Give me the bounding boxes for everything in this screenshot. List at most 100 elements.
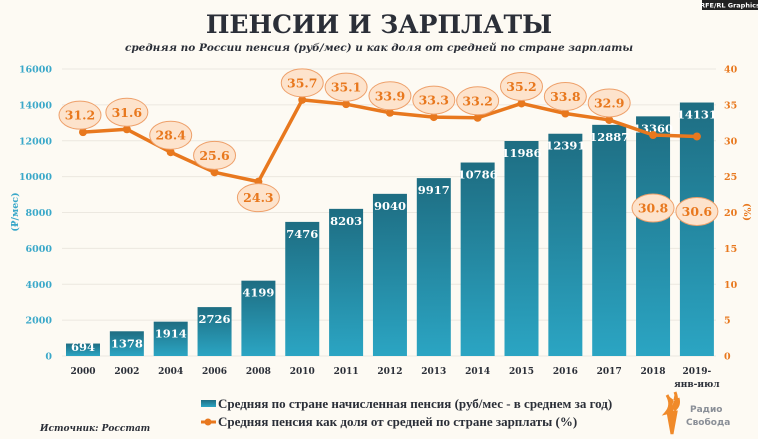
- point-label: 33.9: [375, 88, 405, 103]
- point-label: 35.1: [331, 80, 361, 95]
- bar: [548, 133, 583, 356]
- point-label: 30.6: [682, 204, 713, 219]
- point-label-bubble: [368, 81, 412, 111]
- rferl-badge: RFE/RL Graphics: [700, 2, 758, 10]
- x-tick-label: 2016: [553, 367, 578, 377]
- bar: [504, 141, 539, 356]
- point-label: 30.8: [638, 201, 669, 216]
- x-tick-label: 2002: [114, 367, 139, 377]
- bar: [460, 162, 495, 356]
- bar-label: 9917: [418, 183, 450, 197]
- right-tick-label: 25: [724, 172, 737, 183]
- point-label-bubble: [58, 100, 102, 130]
- left-tick-label: 6000: [26, 244, 53, 255]
- bar-label: 4199: [242, 286, 274, 300]
- bar-label: 2726: [199, 312, 231, 326]
- bar-label: 9040: [374, 199, 406, 213]
- left-tick-label: 16000: [19, 65, 52, 76]
- point-label: 33.3: [419, 93, 449, 108]
- right-tick-label: 35: [724, 100, 737, 111]
- bar-label: 11986: [501, 146, 541, 160]
- left-tick-label: 0: [45, 352, 52, 363]
- right-tick-label: 5: [724, 316, 731, 327]
- point-label-bubble: [500, 71, 543, 101]
- line-point: [649, 131, 658, 140]
- chart-subtitle: средняя по России пенсия (руб/мес) и как…: [125, 41, 633, 54]
- right-tick-label: 0: [724, 352, 731, 363]
- point-label: 35.2: [506, 79, 536, 94]
- left-tick-label: 2000: [26, 316, 53, 327]
- x-tick-label: 2019-: [683, 367, 712, 377]
- bar: [592, 124, 627, 356]
- legend-line-marker: [204, 418, 212, 426]
- right-tick-label: 10: [724, 280, 738, 291]
- point-label: 25.6: [199, 148, 230, 163]
- line-point: [517, 99, 526, 108]
- bar: [109, 331, 144, 356]
- point-label: 35.7: [287, 75, 317, 90]
- point-label: 28.4: [155, 128, 186, 143]
- line-point: [692, 132, 701, 141]
- point-label-bubble: [324, 72, 368, 102]
- right-tick-label: 20: [724, 208, 738, 219]
- x-tick-label: 2010: [290, 367, 315, 377]
- left-tick-label: 8000: [26, 208, 53, 219]
- bar: [329, 208, 364, 356]
- line-point: [210, 168, 219, 177]
- x-tick-label: 2011: [334, 367, 359, 377]
- line-point: [166, 148, 175, 157]
- left-axis-label: (₽/мес): [10, 192, 21, 231]
- right-axis-label: (%): [741, 203, 752, 221]
- bar-label: 8203: [330, 214, 362, 228]
- legend-line-label: Средняя пенсия как доля от средней по ст…: [218, 414, 577, 429]
- legend-bar-label: Средняя по стране начисленная пенсия (ру…: [218, 396, 612, 411]
- point-label: 31.6: [112, 105, 143, 120]
- legend-bar-swatch: [201, 400, 216, 407]
- point-label-bubble: [456, 86, 500, 116]
- point-label-bubble: [412, 85, 456, 115]
- x-tick-label: 2015: [509, 367, 534, 377]
- svg-text:Свобода: Свобода: [686, 417, 730, 428]
- point-label-bubble: [149, 120, 193, 150]
- bar: [197, 307, 232, 356]
- bar: [679, 102, 714, 357]
- radio-svoboda-logo: Радио Свобода: [661, 391, 730, 435]
- line-point: [122, 125, 131, 134]
- line-point: [298, 95, 307, 104]
- bar: [416, 178, 451, 356]
- bar-label: 12391: [545, 139, 585, 153]
- point-label-bubble: [543, 81, 587, 111]
- x-tick-label: 2012: [377, 367, 402, 377]
- left-tick-label: 4000: [26, 280, 53, 291]
- left-tick-label: 12000: [19, 136, 52, 147]
- x-tick-label: 2013: [421, 367, 446, 377]
- line-point: [385, 108, 394, 117]
- point-label-bubble: [587, 88, 631, 118]
- source-note: Источник: Росстат: [39, 424, 150, 434]
- right-tick-label: 40: [724, 65, 738, 76]
- x-tick-label: 2006: [202, 367, 227, 377]
- point-label-bubble: [236, 183, 280, 213]
- left-tick-label: 10000: [19, 172, 52, 183]
- line-point: [79, 128, 87, 137]
- point-label: 31.2: [65, 108, 95, 123]
- x-tick-sublabel: янв-июл: [674, 380, 720, 390]
- line-point: [342, 100, 351, 109]
- right-tick-label: 30: [724, 136, 738, 147]
- line-point: [605, 115, 614, 124]
- line-point: [473, 113, 482, 122]
- bar: [636, 116, 671, 356]
- bar: [285, 221, 320, 356]
- x-tick-label: 2014: [465, 367, 490, 377]
- chart-title: ПЕНСИИ И ЗАРПЛАТЫ: [206, 10, 552, 39]
- bar: [153, 321, 188, 356]
- x-tick-label: 2017: [597, 367, 622, 377]
- point-label-bubble: [193, 140, 237, 170]
- bar: [66, 343, 100, 356]
- line-point: [429, 113, 438, 122]
- right-tick-label: 15: [724, 244, 737, 255]
- bar-label: 1914: [155, 327, 187, 341]
- svg-text:Радио: Радио: [690, 405, 722, 415]
- bar-label: 694: [71, 340, 95, 354]
- x-tick-label: 2018: [641, 367, 666, 377]
